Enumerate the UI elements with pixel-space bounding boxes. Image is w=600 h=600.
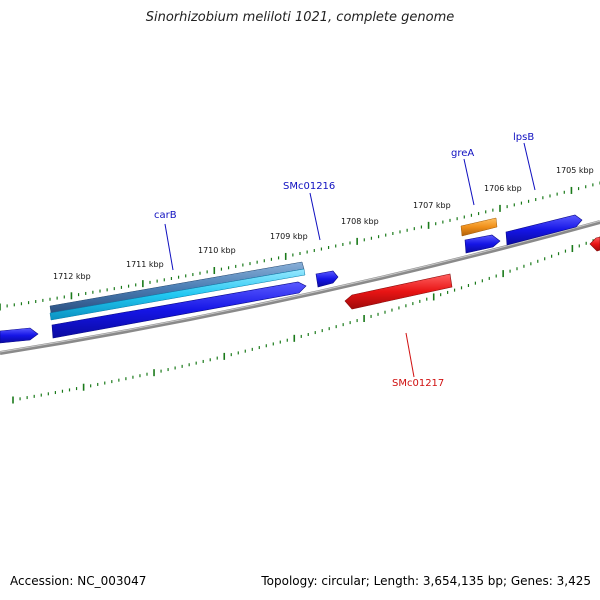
gene-greA[interactable]	[464, 234, 501, 254]
forward-genes	[0, 214, 583, 344]
genome-summary-text: Topology: circular; Length: 3,654,135 bp…	[261, 574, 591, 588]
leader-greA	[463, 158, 475, 206]
accession-text: Accession: NC_003047	[10, 574, 147, 588]
leader-carB	[164, 223, 174, 271]
gene-arrow-partial[interactable]	[589, 236, 600, 252]
gene-labels: carB SMc01216 greA lpsB SMc01217	[154, 132, 534, 389]
leader-lpsB	[523, 142, 536, 191]
kbp-label: 1711 kbp	[126, 260, 164, 269]
genome-backbone	[0, 220, 600, 355]
carB-feature-cyan[interactable]	[49, 268, 306, 321]
label-lpsB[interactable]: lpsB	[513, 132, 534, 143]
label-greA[interactable]: greA	[451, 148, 474, 159]
lower-tick-track	[12, 236, 600, 404]
kbp-label: 1705 kbp	[556, 166, 594, 175]
leader-SMc01217	[405, 332, 415, 378]
label-SMc01217[interactable]: SMc01217	[392, 378, 444, 389]
leader-SMc01216	[309, 192, 321, 241]
gene-carB[interactable]	[51, 281, 307, 339]
gene-SMc01216[interactable]	[315, 270, 339, 288]
kbp-label: 1710 kbp	[198, 246, 236, 255]
label-carB[interactable]: carB	[154, 210, 177, 221]
gene-lpsB[interactable]	[505, 214, 583, 246]
kbp-label: 1708 kbp	[341, 217, 379, 226]
label-SMc01216[interactable]: SMc01216	[283, 181, 335, 192]
genome-title: Sinorhizobium meliloti 1021, complete ge…	[145, 10, 455, 25]
genome-backbone-highlight	[0, 220, 600, 353]
kbp-labels: 1712 kbp 1711 kbp 1710 kbp 1709 kbp 1708…	[53, 166, 594, 281]
reverse-genes	[344, 236, 600, 310]
gene-SMc01217[interactable]	[344, 273, 453, 310]
greA-feature-orange[interactable]	[460, 217, 498, 237]
kbp-label: 1707 kbp	[413, 201, 451, 210]
gene-arrow[interactable]	[0, 327, 39, 344]
label-leaders	[164, 142, 536, 378]
upper-tick-track	[0, 181, 600, 311]
kbp-label: 1706 kbp	[484, 184, 522, 193]
kbp-label: 1712 kbp	[53, 272, 91, 281]
kbp-label: 1709 kbp	[270, 232, 308, 241]
